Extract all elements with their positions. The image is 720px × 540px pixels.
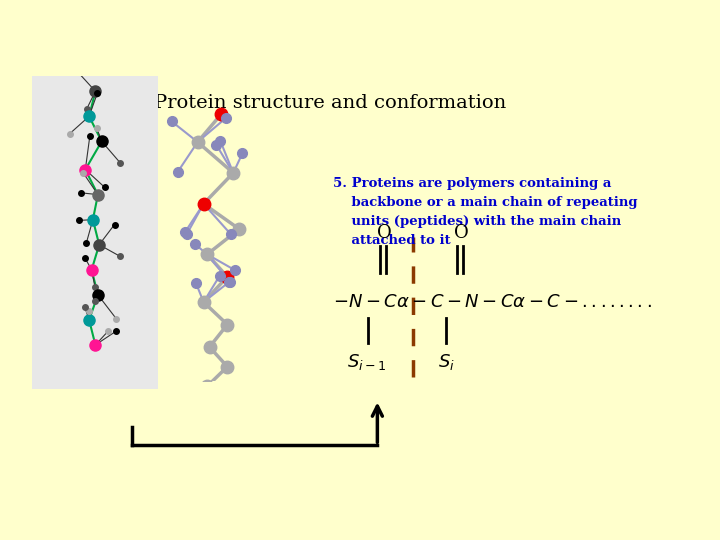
- Text: O: O: [454, 224, 469, 241]
- Text: Protein structure and conformation: Protein structure and conformation: [154, 94, 506, 112]
- Text: $-N-C\alpha-C-N-C\alpha-C-........$: $-N-C\alpha-C-N-C\alpha-C-........$: [333, 293, 652, 311]
- Text: 5. Proteins are polymers containing a
    backbone or a main chain of repeating
: 5. Proteins are polymers containing a ba…: [333, 177, 637, 247]
- Text: O: O: [377, 224, 392, 241]
- Text: $S_{i-1}$: $S_{i-1}$: [347, 352, 387, 372]
- Text: $S_i$: $S_i$: [438, 352, 454, 372]
